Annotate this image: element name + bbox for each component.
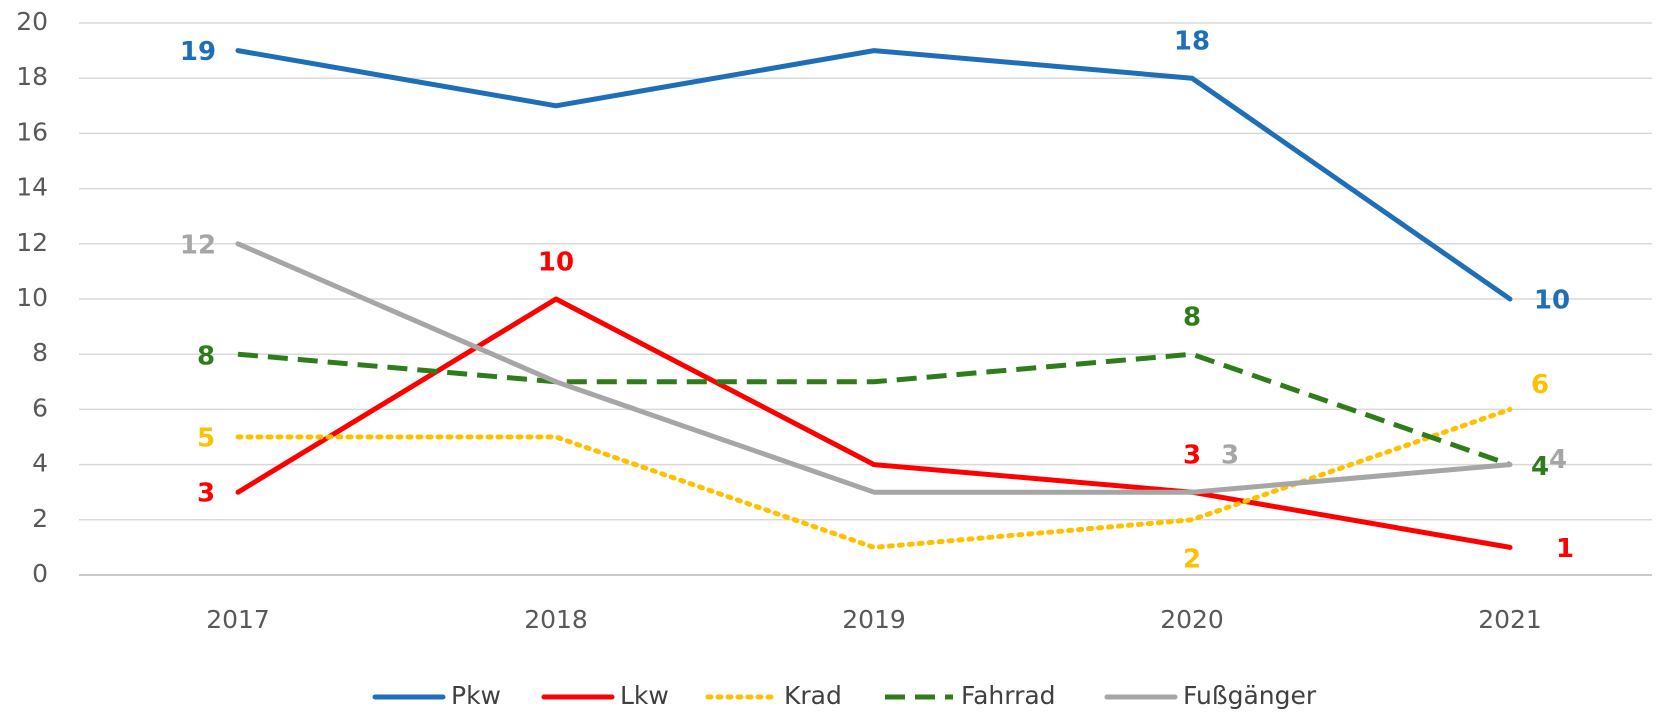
x-tick-label: 2019: [842, 605, 906, 634]
data-label: 19: [180, 37, 216, 67]
y-tick-label: 16: [16, 117, 48, 146]
data-labels: 19 18 10 3 10 3 1 5 2 6 8 8 4 12 3 4: [180, 27, 1574, 575]
legend-label: Lkw: [620, 681, 669, 710]
data-label: 3: [1221, 441, 1239, 471]
data-label: 8: [197, 342, 215, 372]
y-tick-label: 8: [32, 338, 48, 367]
y-tick-label: 14: [16, 173, 48, 202]
lines: [235, 48, 1513, 550]
series-line: [235, 296, 1513, 550]
y-tick-label: 2: [32, 504, 48, 533]
data-label: 18: [1174, 27, 1210, 57]
data-label: 3: [197, 479, 215, 509]
x-tick-label: 2020: [1160, 605, 1224, 634]
data-label: 5: [197, 424, 215, 454]
y-tick-label: 18: [16, 62, 48, 91]
series-line: [237, 351, 1511, 467]
data-label: 4: [1549, 445, 1567, 475]
y-tick-label: 0: [32, 559, 48, 588]
y-tick-label: 6: [32, 393, 48, 422]
data-label: 1: [1556, 534, 1574, 564]
data-label: 2: [1183, 544, 1201, 574]
y-tick-label: 12: [16, 228, 48, 257]
legend-label: Pkw: [451, 681, 501, 710]
data-label: 10: [538, 248, 574, 278]
series-line: [235, 241, 1513, 495]
data-label: 4: [1531, 452, 1549, 482]
x-tick-label: 2021: [1478, 605, 1542, 634]
x-tick-label: 2017: [206, 605, 270, 634]
legend-label: Fußgänger: [1183, 681, 1317, 710]
y-tick-label: 20: [16, 7, 48, 36]
y-tick-label: 10: [16, 283, 48, 312]
legend-label: Krad: [784, 681, 842, 710]
data-label: 6: [1531, 370, 1549, 400]
data-label: 8: [1183, 303, 1201, 333]
y-tick-label: 4: [32, 449, 48, 478]
data-label: 12: [180, 230, 216, 260]
series-line: [235, 406, 1513, 550]
data-label: 10: [1534, 286, 1570, 316]
legend-label: Fahrrad: [961, 681, 1056, 710]
legend: Pkw Lkw Krad Fahrrad Fußgänger: [372, 681, 1317, 710]
series-line: [235, 48, 1513, 302]
data-label: 3: [1183, 441, 1201, 471]
x-tick-label: 2018: [524, 605, 588, 634]
